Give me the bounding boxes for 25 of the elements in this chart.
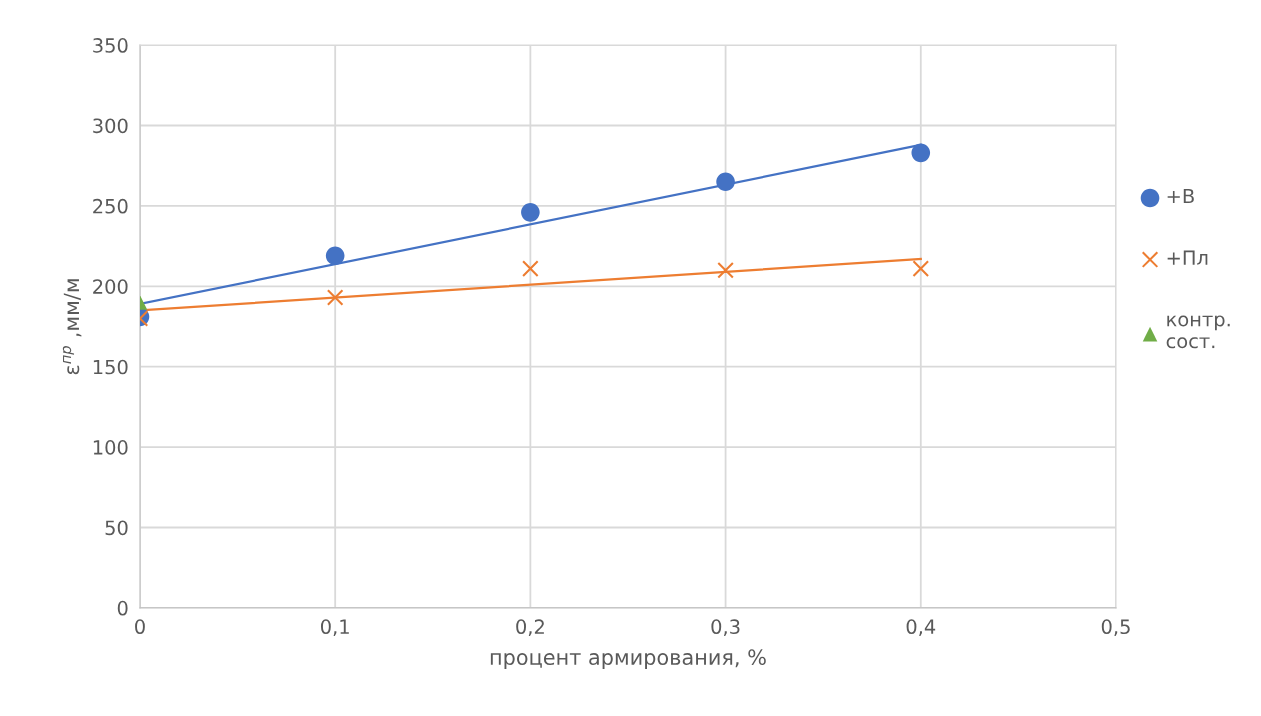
point [911,143,931,163]
point [521,203,540,222]
y-axis-title: ε$^{пр}$ ,мм/м [62,279,82,375]
point [522,260,539,277]
legend-label: +В [1167,188,1194,204]
x-tick-label: 0 [135,619,145,635]
y-tick-label: 100 [93,440,128,455]
x-tick-label: 0,1 [320,619,349,637]
legend-label: +Пл [1167,250,1208,265]
legend-label: контр. сост. [1166,315,1230,349]
y-tick-label: 0 [117,600,128,616]
x-tick-label: 0,2 [516,619,544,637]
y-tick-label: 250 [93,198,128,214]
y-tick-label: 300 [93,118,128,134]
x-axis-title: процент армирования, % [490,649,766,670]
point [912,260,930,277]
point [717,261,734,279]
y-tick-label: 50 [105,520,128,536]
x-tick-label: 0,5 [1101,619,1130,637]
y-tick-label: 150 [93,359,128,375]
x-tick-label: 0,3 [711,619,740,637]
point [716,172,735,192]
x-tick-label: 0,4 [906,619,936,637]
y-tick-label: 200 [93,279,128,294]
y-tick-label: 350 [93,38,128,53]
